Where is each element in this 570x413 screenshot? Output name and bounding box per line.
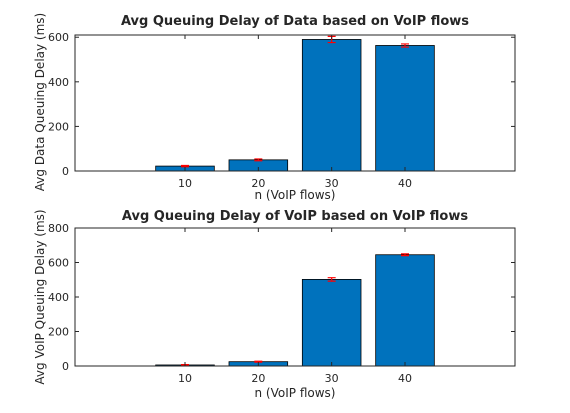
x-tick-label: 40: [398, 177, 412, 190]
axes-box: [74, 34, 516, 172]
y-axis-label: Avg Data Queuing Delay (ms): [33, 13, 47, 191]
error-bar-40: [401, 253, 409, 257]
x-axis-label: n (VoIP flows): [255, 386, 336, 400]
y-tick-label: 600: [48, 31, 69, 44]
x-tick-label: 40: [398, 372, 412, 385]
y-tick-label: 400: [48, 76, 69, 89]
error-bar-10: [181, 164, 189, 168]
y-axis-label: Avg VoIP Queuing Delay (ms): [33, 209, 47, 384]
y-tick-label: 200: [48, 120, 69, 133]
x-tick-label: 20: [251, 177, 265, 190]
x-tick-label: 10: [178, 372, 192, 385]
chart-title: Avg Queuing Delay of VoIP based on VoIP …: [122, 209, 468, 224]
error-bar-20: [254, 158, 263, 162]
voip-delay-chart: Avg Queuing Delay of VoIP based on VoIP …: [33, 209, 516, 400]
error-bar-40: [401, 43, 409, 48]
y-tick-label: 400: [48, 291, 69, 304]
error-bar-30: [327, 277, 336, 282]
chart-marks: 0 200 400 600 800 10 20 30 40: [48, 222, 516, 385]
y-tick-label: 0: [62, 165, 69, 178]
y-tick-label: 0: [62, 360, 69, 373]
x-tick-label: 20: [251, 372, 265, 385]
y-tick-label: 800: [48, 222, 69, 235]
axes-box: [74, 227, 516, 367]
x-tick-label: 30: [325, 372, 339, 385]
x-tick-label: 10: [178, 177, 192, 190]
x-axis-label: n (VoIP flows): [255, 188, 336, 202]
chart-title: Avg Queuing Delay of Data based on VoIP …: [121, 14, 469, 29]
bar-30: [301, 39, 362, 172]
y-tick-label: 200: [48, 326, 69, 339]
bar-30: [301, 279, 362, 367]
bar-40: [375, 254, 435, 367]
y-tick-label: 600: [48, 257, 69, 270]
chart-marks: 0 200 400 600 10 20 30 40: [48, 31, 516, 190]
data-delay-chart: Avg Queuing Delay of Data based on VoIP …: [33, 13, 516, 202]
bar-40: [375, 45, 435, 172]
x-tick-label: 30: [325, 177, 339, 190]
